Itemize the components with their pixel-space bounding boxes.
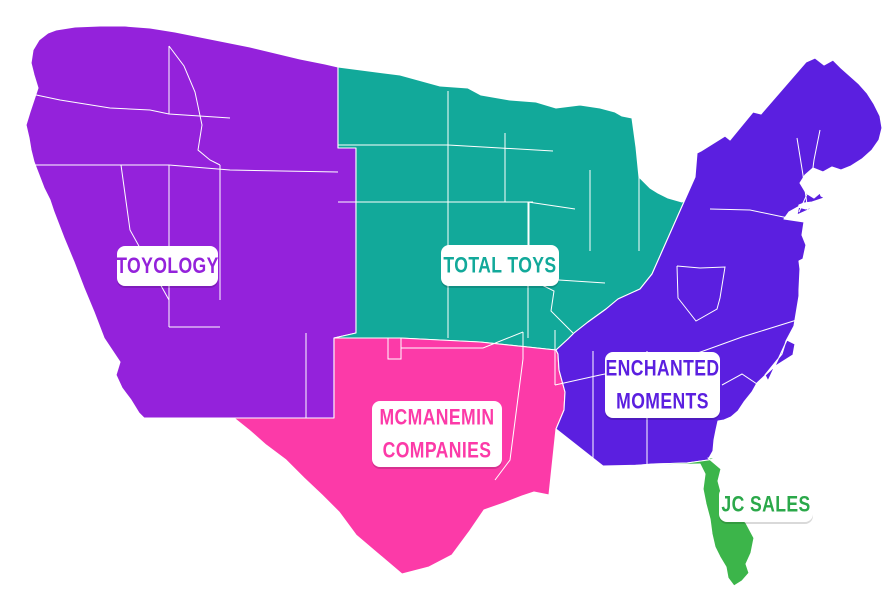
svg-text:ENCHANTED: ENCHANTED bbox=[605, 357, 719, 381]
svg-text:MOMENTS: MOMENTS bbox=[616, 390, 709, 414]
svg-text:TOYOLOGY: TOYOLOGY bbox=[116, 254, 219, 278]
svg-text:COMPANIES: COMPANIES bbox=[383, 439, 492, 463]
svg-text:MCMANEMIN: MCMANEMIN bbox=[380, 406, 495, 430]
svg-text:JC SALES: JC SALES bbox=[721, 493, 810, 517]
svg-text:TOTAL TOYS: TOTAL TOYS bbox=[443, 254, 556, 278]
